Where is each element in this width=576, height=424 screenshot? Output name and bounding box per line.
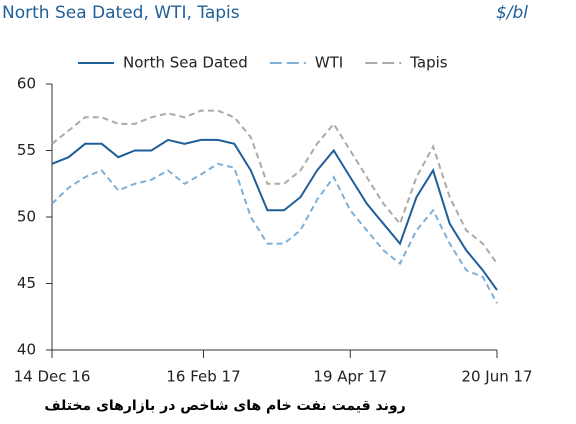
line-series xyxy=(51,162,498,304)
x-tick-label: 19 Apr 17 xyxy=(313,368,387,386)
chart-title: North Sea Dated, WTI, Tapis xyxy=(2,3,240,23)
legend-label: Tapis xyxy=(409,54,448,72)
y-tick-label: 55 xyxy=(17,141,36,159)
y-tick-label: 40 xyxy=(17,341,36,359)
units: $/bl xyxy=(496,3,528,23)
y-tick-label: 50 xyxy=(17,208,36,226)
caption: روند قیمت نفت خام های شاخص در بازارهای م… xyxy=(44,398,405,414)
x-tick-label: 16 Feb 17 xyxy=(166,368,240,386)
legend-label: WTI xyxy=(315,54,343,72)
line-series xyxy=(51,109,498,265)
x-tick-label: 14 Dec 16 xyxy=(14,368,91,386)
x-tick-label: 20 Jun 17 xyxy=(461,368,532,386)
y-tick-label: 60 xyxy=(17,75,36,93)
line-series xyxy=(51,138,498,291)
legend-label: North Sea Dated xyxy=(123,54,248,72)
y-tick-label: 45 xyxy=(17,274,36,292)
